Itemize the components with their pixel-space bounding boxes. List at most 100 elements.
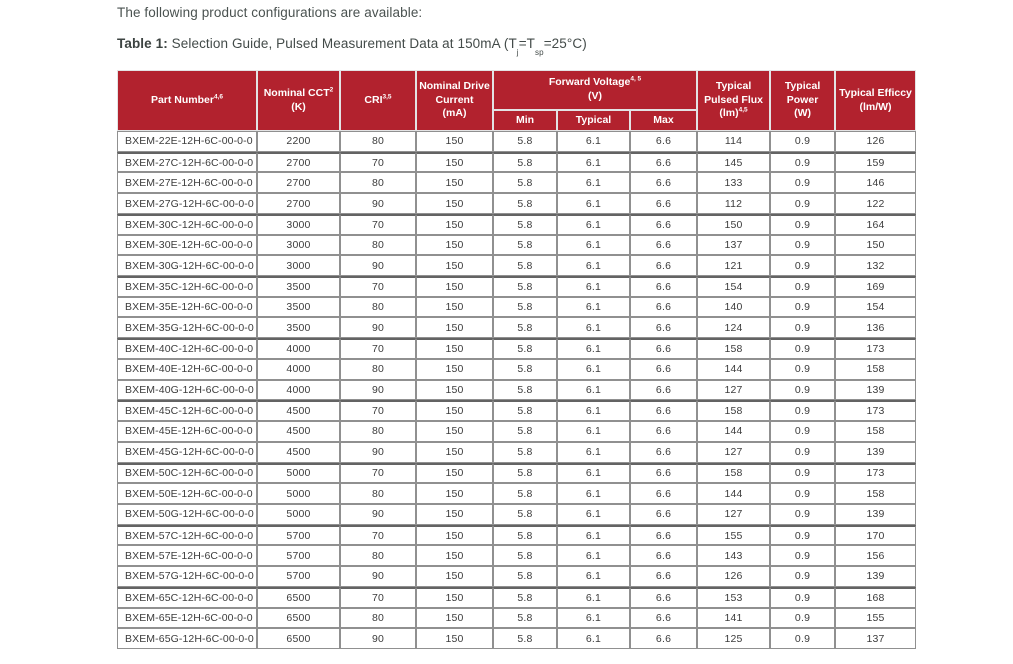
cell-fv-max: 6.6 — [630, 503, 698, 525]
cell-drive-current: 150 — [416, 586, 493, 608]
cell-power: 0.9 — [770, 421, 836, 442]
caption-seg1: Selection Guide, Pulsed Measurement Data… — [167, 36, 517, 51]
cell-efficacy: 150 — [835, 234, 917, 256]
header-efficacy-label: Typical Efficcy — [839, 86, 912, 99]
cell-cri: 80 — [340, 172, 416, 194]
cell-pulsed-flux: 125 — [697, 628, 771, 649]
cell-power: 0.9 — [770, 151, 836, 173]
cell-fv-max: 6.6 — [630, 379, 698, 401]
cell-cri: 70 — [340, 586, 416, 608]
header-cri: CRI3,5 — [340, 70, 416, 131]
header-pulsed-flux-l1: Typical — [715, 80, 752, 93]
header-part-number: Part Number4,6 — [117, 70, 257, 131]
cell-fv-max: 6.6 — [630, 213, 698, 235]
table-row: BXEM-30E-12H-6C-00-0-0 3000 80 150 5.8 6… — [117, 234, 917, 256]
cell-power: 0.9 — [770, 400, 836, 422]
cell-cri: 90 — [340, 379, 416, 401]
cell-pulsed-flux: 137 — [697, 234, 771, 256]
cell-drive-current: 150 — [416, 462, 493, 484]
table-row: BXEM-35E-12H-6C-00-0-0 3500 80 150 5.8 6… — [117, 296, 917, 318]
cell-fv-typical: 6.1 — [557, 379, 630, 401]
cell-part-number: BXEM-30E-12H-6C-00-0-0 — [117, 234, 257, 256]
cell-cri: 80 — [340, 483, 416, 504]
header-part-number-label: Part Number — [150, 93, 214, 106]
header-drive-current-l1: Nominal Drive — [419, 80, 490, 93]
cell-fv-typical: 6.1 — [557, 296, 630, 318]
cell-drive-current: 150 — [416, 338, 493, 359]
cell-drive-current: 150 — [416, 151, 493, 173]
cell-fv-min: 5.8 — [493, 276, 557, 297]
cell-part-number: BXEM-40E-12H-6C-00-0-0 — [117, 358, 257, 380]
cell-drive-current: 150 — [416, 358, 493, 380]
cell-nominal-cct: 4000 — [257, 338, 340, 359]
cell-nominal-cct: 6500 — [257, 628, 340, 649]
cell-pulsed-flux: 145 — [697, 151, 771, 173]
cell-fv-max: 6.6 — [630, 483, 698, 504]
cell-pulsed-flux: 153 — [697, 586, 771, 608]
cell-power: 0.9 — [770, 566, 836, 587]
cell-efficacy: 154 — [835, 296, 917, 318]
cell-drive-current: 150 — [416, 213, 493, 235]
table-row: BXEM-35C-12H-6C-00-0-0 3500 70 150 5.8 6… — [117, 276, 917, 297]
cell-power: 0.9 — [770, 607, 836, 629]
cell-cri: 80 — [340, 234, 416, 256]
cell-efficacy: 158 — [835, 421, 917, 442]
cell-efficacy: 158 — [835, 358, 917, 380]
cell-nominal-cct: 4500 — [257, 441, 340, 463]
table-row: BXEM-30C-12H-6C-00-0-0 3000 70 150 5.8 6… — [117, 213, 917, 235]
cell-pulsed-flux: 158 — [697, 400, 771, 422]
cell-pulsed-flux: 158 — [697, 462, 771, 484]
table-row: BXEM-45E-12H-6C-00-0-0 4500 80 150 5.8 6… — [117, 421, 917, 442]
cell-cri: 80 — [340, 131, 416, 152]
cell-fv-min: 5.8 — [493, 545, 557, 567]
cell-part-number: BXEM-65C-12H-6C-00-0-0 — [117, 586, 257, 608]
header-efficacy: Typical Efficcy (lm/W) — [835, 70, 917, 131]
cell-efficacy: 170 — [835, 524, 917, 546]
cell-cri: 80 — [340, 545, 416, 567]
caption-sub-sp: sp — [535, 47, 544, 57]
caption-seg2: =T — [518, 36, 536, 51]
table-row: BXEM-40E-12H-6C-00-0-0 4000 80 150 5.8 6… — [117, 358, 917, 380]
table-row: BXEM-22E-12H-6C-00-0-0 2200 80 150 5.8 6… — [117, 131, 917, 152]
header-fv-max: Max — [630, 110, 698, 131]
cell-power: 0.9 — [770, 586, 836, 608]
cell-fv-min: 5.8 — [493, 441, 557, 463]
cell-part-number: BXEM-30C-12H-6C-00-0-0 — [117, 213, 257, 235]
cell-nominal-cct: 2200 — [257, 131, 340, 152]
header-cct-label: Nominal CCT — [263, 86, 330, 99]
caption-sub-j: j — [516, 47, 519, 57]
cell-cri: 70 — [340, 276, 416, 297]
cell-pulsed-flux: 155 — [697, 524, 771, 546]
table-row: BXEM-27E-12H-6C-00-0-0 2700 80 150 5.8 6… — [117, 172, 917, 194]
cell-fv-min: 5.8 — [493, 193, 557, 214]
cell-fv-max: 6.6 — [630, 586, 698, 608]
table-caption-label: Table 1: — [117, 36, 168, 51]
cell-part-number: BXEM-35E-12H-6C-00-0-0 — [117, 296, 257, 318]
cell-fv-max: 6.6 — [630, 400, 698, 422]
header-efficacy-unit: (lm/W) — [859, 100, 892, 113]
cell-efficacy: 155 — [835, 607, 917, 629]
cell-power: 0.9 — [770, 358, 836, 380]
cell-pulsed-flux: 144 — [697, 483, 771, 504]
cell-pulsed-flux: 141 — [697, 607, 771, 629]
header-drive-current-l2: Current — [435, 93, 474, 106]
cell-part-number: BXEM-57G-12H-6C-00-0-0 — [117, 566, 257, 587]
cell-fv-typical: 6.1 — [557, 193, 630, 214]
cell-efficacy: 168 — [835, 586, 917, 608]
cell-pulsed-flux: 144 — [697, 421, 771, 442]
cell-drive-current: 150 — [416, 317, 493, 339]
cell-part-number: BXEM-45C-12H-6C-00-0-0 — [117, 400, 257, 422]
cell-cri: 80 — [340, 607, 416, 629]
cell-fv-typical: 6.1 — [557, 628, 630, 649]
cell-pulsed-flux: 150 — [697, 213, 771, 235]
header-power-unit: (W) — [794, 107, 811, 120]
table-row: BXEM-65E-12H-6C-00-0-0 6500 80 150 5.8 6… — [117, 607, 917, 629]
cell-fv-max: 6.6 — [630, 172, 698, 194]
cell-nominal-cct: 2700 — [257, 151, 340, 173]
cell-cri: 90 — [340, 566, 416, 587]
header-pulsed-flux-l2: Pulsed Flux — [704, 93, 763, 106]
cell-fv-typical: 6.1 — [557, 400, 630, 422]
cell-fv-typical: 6.1 — [557, 234, 630, 256]
cell-cri: 70 — [340, 400, 416, 422]
header-drive-current: Nominal Drive Current (mA) — [416, 70, 493, 131]
